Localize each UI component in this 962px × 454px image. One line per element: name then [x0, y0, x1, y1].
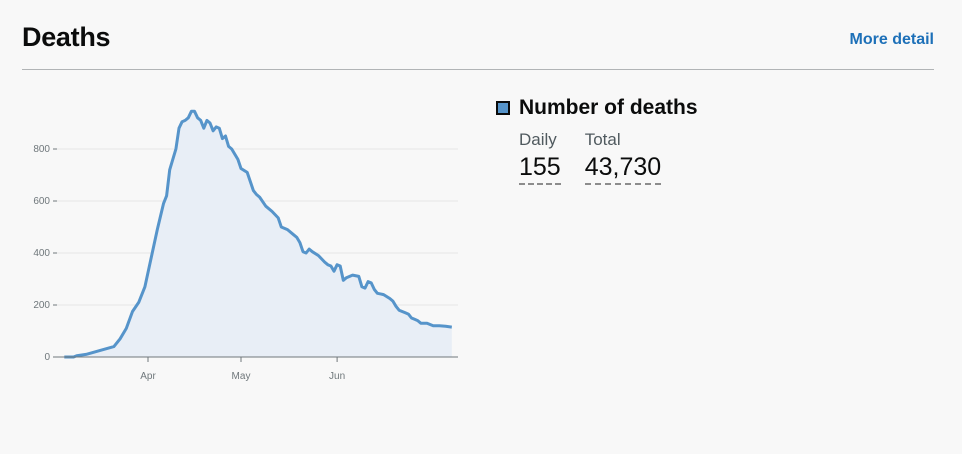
y-tick-label: 800: [33, 144, 50, 155]
daily-value[interactable]: 155: [519, 153, 561, 185]
deaths-area-fill: [64, 111, 452, 357]
y-tick-label: 0: [44, 352, 50, 363]
total-value[interactable]: 43,730: [584, 153, 662, 185]
x-tick-label: May: [232, 371, 251, 382]
legend-series-name: Number of deaths: [519, 96, 698, 119]
x-tick-label: Jun: [329, 371, 345, 382]
daily-stat: Daily 155: [519, 130, 561, 185]
total-stat: Total 43,730: [584, 130, 662, 185]
more-detail-link[interactable]: More detail: [849, 31, 934, 48]
deaths-series-line: [64, 109, 452, 359]
x-tick-label: Apr: [140, 371, 156, 382]
y-tick-label: 200: [33, 300, 50, 311]
legend-swatch: [496, 101, 510, 115]
y-tick-label: 400: [33, 248, 50, 259]
header-divider: [22, 69, 934, 70]
total-label: Total: [584, 130, 621, 149]
y-tick-label: 600: [33, 196, 50, 207]
page-title: Deaths: [22, 22, 111, 52]
deaths-chart: 0 200 400 600 800 Apr May Jun: [33, 109, 458, 382]
legend: Number of deaths Daily 155 Total 43,730: [496, 96, 698, 185]
axis-layer: 0 200 400 600 800 Apr May Jun: [33, 144, 458, 382]
daily-label: Daily: [519, 130, 557, 149]
